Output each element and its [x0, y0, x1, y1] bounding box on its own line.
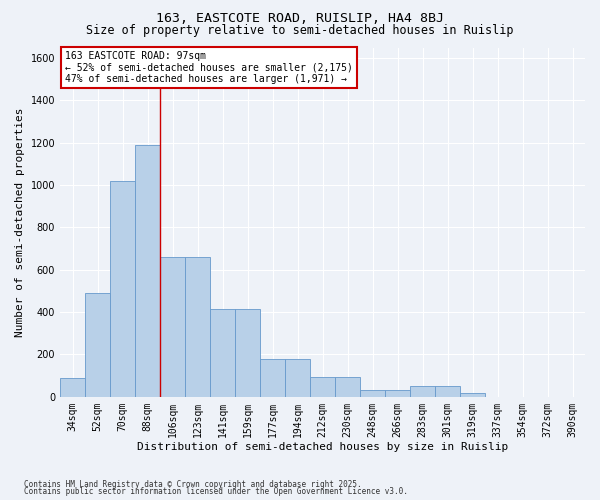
- Bar: [135, 145, 160, 397]
- Bar: [85, 293, 110, 397]
- Bar: [260, 358, 285, 397]
- Text: Contains public sector information licensed under the Open Government Licence v3: Contains public sector information licen…: [24, 487, 408, 496]
- Text: Size of property relative to semi-detached houses in Ruislip: Size of property relative to semi-detach…: [86, 24, 514, 37]
- Text: 163, EASTCOTE ROAD, RUISLIP, HA4 8BJ: 163, EASTCOTE ROAD, RUISLIP, HA4 8BJ: [156, 12, 444, 26]
- Bar: [160, 257, 185, 397]
- Bar: [310, 376, 335, 397]
- Y-axis label: Number of semi-detached properties: Number of semi-detached properties: [15, 108, 25, 337]
- Bar: [210, 309, 235, 397]
- Text: Contains HM Land Registry data © Crown copyright and database right 2025.: Contains HM Land Registry data © Crown c…: [24, 480, 362, 489]
- X-axis label: Distribution of semi-detached houses by size in Ruislip: Distribution of semi-detached houses by …: [137, 442, 508, 452]
- Bar: [360, 390, 385, 397]
- Bar: [435, 386, 460, 397]
- Bar: [385, 390, 410, 397]
- Text: 163 EASTCOTE ROAD: 97sqm
← 52% of semi-detached houses are smaller (2,175)
47% o: 163 EASTCOTE ROAD: 97sqm ← 52% of semi-d…: [65, 51, 353, 84]
- Bar: [60, 378, 85, 397]
- Bar: [285, 358, 310, 397]
- Bar: [460, 392, 485, 397]
- Bar: [410, 386, 435, 397]
- Bar: [235, 309, 260, 397]
- Bar: [110, 181, 135, 397]
- Bar: [185, 257, 210, 397]
- Bar: [335, 376, 360, 397]
